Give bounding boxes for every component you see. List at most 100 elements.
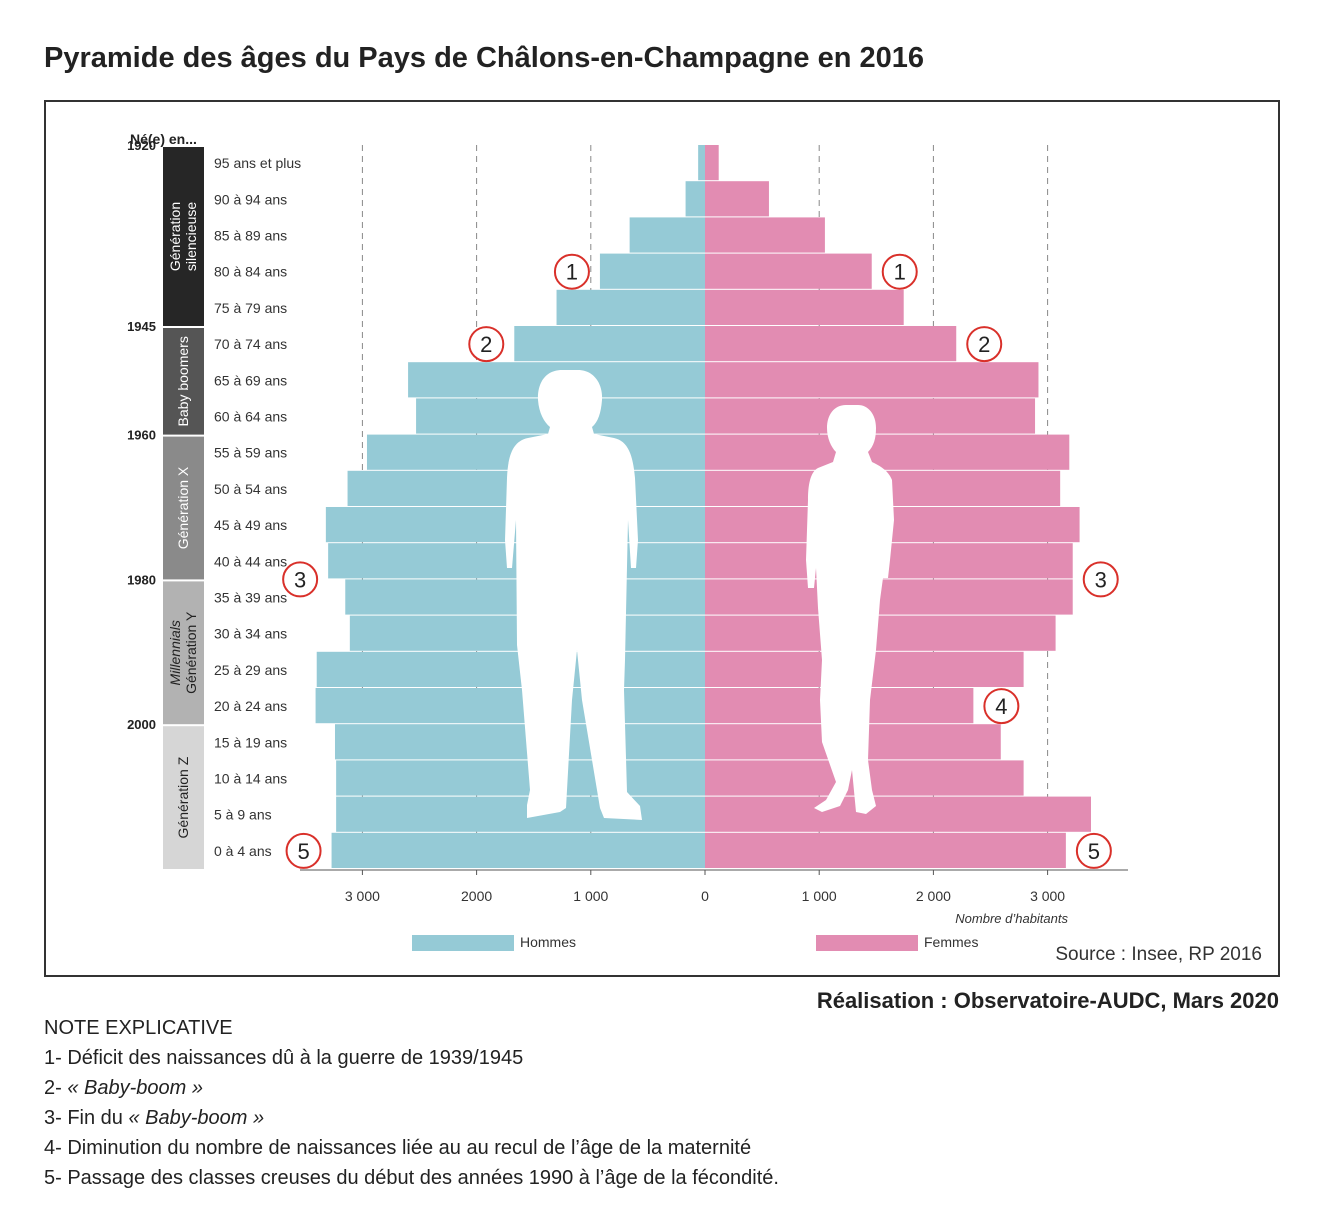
note-prefix: 2- (44, 1077, 68, 1099)
annotation-marker (285, 832, 322, 869)
bar-hommes (316, 651, 705, 687)
annotation-marker (282, 561, 319, 598)
x-tick-label: 2 000 (916, 888, 951, 904)
note-prefix: 4- (44, 1137, 68, 1159)
generation-label: Baby boomers (175, 336, 191, 426)
age-label: 10 à 14 ans (214, 771, 287, 787)
note-item: 5- Passage des classes creuses du début … (44, 1163, 779, 1193)
age-label: 95 ans et plus (214, 155, 301, 171)
age-label: 15 à 19 ans (214, 734, 287, 750)
x-tick-label: 1 000 (573, 888, 608, 904)
birth-year-label: 2000 (127, 717, 156, 732)
annotation-marker (468, 326, 505, 363)
annotation-marker (881, 253, 918, 290)
source-text: Source : Insee, RP 2016 (1055, 944, 1262, 965)
generation-label: Génération silencieuse (167, 202, 199, 271)
generation-block (163, 147, 204, 326)
bar-hommes (685, 181, 705, 217)
note-italic: « Baby-boom » (128, 1107, 265, 1129)
bar-hommes (315, 688, 705, 724)
woman-silhouette-icon (806, 405, 894, 814)
annotation-marker (1075, 832, 1112, 869)
age-label: 50 à 54 ans (214, 481, 287, 497)
notes-block: NOTE EXPLICATIVE 1- Déficit des naissanc… (44, 1013, 779, 1193)
annotation-label: 5 (1088, 839, 1100, 864)
birth-year-label: 1980 (127, 572, 156, 587)
bar-femmes (705, 579, 1073, 615)
annotation-marker (553, 253, 590, 290)
chart-frame (44, 100, 1280, 977)
bar-femmes (705, 145, 719, 181)
bar-femmes (705, 217, 825, 253)
generation-name: Baby boomers (175, 336, 191, 426)
generation-label: Génération Z (175, 756, 191, 838)
bar-femmes (705, 289, 904, 325)
age-label: 35 à 39 ans (214, 590, 287, 606)
age-label: 75 à 79 ans (214, 300, 287, 316)
annotation-label: 1 (566, 260, 578, 285)
birth-year-label: 1945 (127, 319, 156, 334)
legend-label-femmes: Femmes (924, 934, 978, 950)
bar-femmes (705, 615, 1056, 651)
bar-hommes (336, 796, 705, 832)
age-label: 25 à 29 ans (214, 662, 287, 678)
annotation-label: 1 (894, 260, 906, 285)
birth-year-label: 1960 (127, 428, 156, 443)
notes-list: 1- Déficit des naissances dû à la guerre… (44, 1043, 779, 1193)
generation-name: Génération X (175, 466, 191, 549)
birth-year-label: 1920 (127, 138, 156, 153)
age-labels: 95 ans et plus 90 à 94 ans 85 à 89 ans 80 à… (214, 155, 301, 859)
legend-swatch-femmes (816, 935, 918, 951)
annotation-marker (966, 326, 1003, 363)
bar-hommes (698, 145, 705, 181)
note-text: Passage des classes creuses du début des… (67, 1167, 779, 1189)
annotation-marker (983, 688, 1020, 725)
generation-block (163, 726, 204, 869)
age-label: 30 à 34 ans (214, 626, 287, 642)
annotations: 1 1 2 2 3 3 4 5 5 (282, 253, 1119, 869)
annotation-label: 3 (1095, 567, 1107, 592)
age-label: 65 à 69 ans (214, 372, 287, 388)
annotation-label: 2 (480, 332, 492, 357)
annotation-label: 3 (294, 567, 306, 592)
x-tick-label: 1 000 (802, 888, 837, 904)
bar-femmes (705, 326, 957, 362)
annotation-marker (1082, 561, 1119, 598)
generation-name: Génération (167, 202, 183, 271)
generation-label: Génération X (175, 466, 191, 549)
note-prefix: 1- (44, 1047, 68, 1069)
annotation-label: 4 (995, 694, 1007, 719)
bar-femmes (705, 832, 1066, 868)
note-text: Diminution du nombre de naissances liée … (67, 1137, 752, 1159)
note-italic: « Baby-boom » (67, 1077, 203, 1099)
generation-name: Millennials (167, 620, 183, 685)
generation-block (163, 581, 204, 725)
legend-swatch-hommes (412, 935, 514, 951)
population-pyramid-chart: 3 000 2000 1 000 0 1 000 2 000 3 000 Nombre d’h… (127, 131, 1262, 965)
age-label: 5 à 9 ans (214, 807, 272, 823)
generation-label: Millennials Génération Y (167, 611, 199, 694)
bar-hommes (514, 326, 705, 362)
age-label: 90 à 94 ans (214, 191, 287, 207)
note-prefix: 5- (44, 1167, 68, 1189)
x-tick-label: 0 (701, 888, 709, 904)
x-tick-label: 3 000 (1030, 888, 1065, 904)
bar-femmes (705, 434, 1070, 470)
note-item: 3- Fin du « Baby-boom » (44, 1103, 779, 1133)
age-label: 0 à 4 ans (214, 843, 272, 859)
age-label: 20 à 24 ans (214, 698, 287, 714)
notes-heading: NOTE EXPLICATIVE (44, 1017, 233, 1039)
age-label: 80 à 84 ans (214, 264, 287, 280)
bar-hommes (331, 832, 705, 868)
bar-femmes (705, 796, 1091, 832)
note-item: 2- « Baby-boom » (44, 1073, 779, 1103)
age-label: 85 à 89 ans (214, 228, 287, 244)
note-item: 1- Déficit des naissances dû à la guerre… (44, 1043, 779, 1073)
silhouettes (505, 370, 894, 820)
bar-hommes (334, 724, 705, 760)
generation-name: Génération Z (175, 756, 191, 838)
page-title: Pyramide des âges du Pays de Châlons-en-… (44, 42, 924, 74)
age-label: 70 à 74 ans (214, 336, 287, 352)
axis: 3 000 2000 1 000 0 1 000 2 000 3 000 Nombre d’h… (300, 869, 1128, 926)
bar-hommes (336, 760, 705, 796)
